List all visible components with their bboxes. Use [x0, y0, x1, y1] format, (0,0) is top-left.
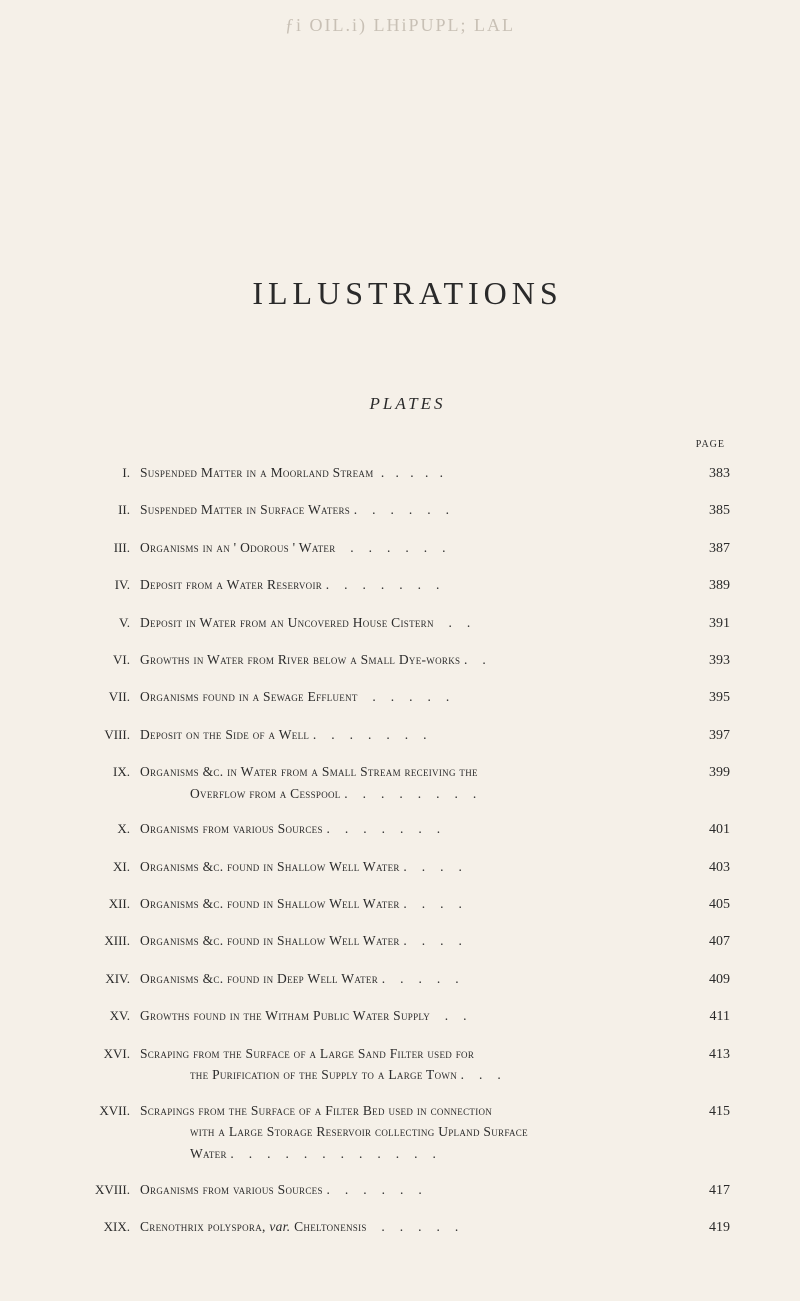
roman-numeral: XVII.: [85, 1101, 140, 1122]
list-item: VI. Growths in Water from River below a …: [85, 649, 730, 672]
roman-numeral: XVIII.: [85, 1180, 140, 1201]
roman-numeral: X.: [85, 819, 140, 840]
roman-numeral: III.: [85, 538, 140, 559]
subtitle: PLATES: [85, 394, 730, 414]
page-number: 389: [682, 575, 730, 597]
list-item: XVII. Scrapings from the Surface of a Fi…: [85, 1100, 730, 1165]
list-item: I. Suspended Matter in a Moorland Stream…: [85, 462, 730, 485]
roman-numeral: IX.: [85, 762, 140, 783]
entry-description: Suspended Matter in Surface Waters . . .…: [140, 499, 682, 521]
roman-numeral: V.: [85, 613, 140, 634]
list-item: XIII. Organisms &c. found in Shallow Wel…: [85, 930, 730, 953]
entry-description: Growths found in the Witham Public Water…: [140, 1005, 682, 1027]
entry-description: Organisms &c. found in Shallow Well Wate…: [140, 893, 682, 915]
roman-numeral: VI.: [85, 650, 140, 671]
list-item: XII. Organisms &c. found in Shallow Well…: [85, 893, 730, 916]
page-number: 411: [682, 1006, 730, 1028]
page-number: 391: [682, 613, 730, 635]
list-item: XI. Organisms &c. found in Shallow Well …: [85, 856, 730, 879]
page-number: 415: [682, 1101, 730, 1123]
list-item: II. Suspended Matter in Surface Waters .…: [85, 499, 730, 522]
roman-numeral: IV.: [85, 575, 140, 596]
entry-description: Organisms &c. found in Deep Well Water .…: [140, 968, 682, 990]
page-number: 403: [682, 857, 730, 879]
roman-numeral: XVI.: [85, 1044, 140, 1065]
list-item: XIX. Crenothrix polyspora, var. Cheltone…: [85, 1216, 730, 1239]
roman-numeral: I.: [85, 463, 140, 484]
page-number: 401: [682, 819, 730, 841]
page-number: 387: [682, 538, 730, 560]
entry-description: Growths in Water from River below a Smal…: [140, 649, 682, 671]
list-item: XIV. Organisms &c. found in Deep Well Wa…: [85, 968, 730, 991]
entry-description: Scraping from the Surface of a Large San…: [140, 1043, 682, 1086]
page-number: 385: [682, 500, 730, 522]
list-item: XVIII. Organisms from various Sources . …: [85, 1179, 730, 1202]
page-number: 419: [682, 1217, 730, 1239]
roman-numeral: II.: [85, 500, 140, 521]
entry-description: Organisms from various Sources . . . . .…: [140, 818, 682, 840]
content-area: ILLUSTRATIONS PLATES PAGE I. Suspended M…: [0, 0, 800, 1239]
roman-numeral: VIII.: [85, 725, 140, 746]
page-column-header: PAGE: [85, 439, 730, 450]
entry-description: Crenothrix polyspora, var. Cheltonensis …: [140, 1216, 682, 1238]
page-number: 409: [682, 969, 730, 991]
list-item: VIII. Deposit on the Side of a Well . . …: [85, 724, 730, 747]
entry-description: Scrapings from the Surface of a Filter B…: [140, 1100, 682, 1165]
page-number: 395: [682, 687, 730, 709]
page-number: 413: [682, 1044, 730, 1066]
entry-description: Organisms &c. found in Shallow Well Wate…: [140, 856, 682, 878]
page-number: 383: [682, 463, 730, 485]
page-number: 397: [682, 725, 730, 747]
list-item: XVI. Scraping from the Surface of a Larg…: [85, 1043, 730, 1086]
roman-numeral: XV.: [85, 1006, 140, 1027]
entry-description: Deposit on the Side of a Well . . . . . …: [140, 724, 682, 746]
page-number: 405: [682, 894, 730, 916]
roman-numeral: VII.: [85, 687, 140, 708]
roman-numeral: XIII.: [85, 931, 140, 952]
page-number: 417: [682, 1180, 730, 1202]
list-item: III. Organisms in an ' Odorous ' Water .…: [85, 537, 730, 560]
list-item: XV. Growths found in the Witham Public W…: [85, 1005, 730, 1028]
list-item: VII. Organisms found in a Sewage Effluen…: [85, 686, 730, 709]
page-number: 393: [682, 650, 730, 672]
entry-description: Organisms from various Sources . . . . .…: [140, 1179, 682, 1201]
entry-description: Suspended Matter in a Moorland Stream . …: [140, 462, 682, 484]
entry-description: Deposit from a Water Reservoir . . . . .…: [140, 574, 682, 596]
roman-numeral: XIX.: [85, 1217, 140, 1238]
list-item: IX. Organisms &c. in Water from a Small …: [85, 761, 730, 804]
roman-numeral: XI.: [85, 857, 140, 878]
page-number: 399: [682, 762, 730, 784]
entry-description: Organisms found in a Sewage Effluent . .…: [140, 686, 682, 708]
entry-description: Deposit in Water from an Uncovered House…: [140, 612, 682, 634]
roman-numeral: XII.: [85, 894, 140, 915]
entry-description: Organisms &c. found in Shallow Well Wate…: [140, 930, 682, 952]
entry-description: Organisms in an ' Odorous ' Water . . . …: [140, 537, 682, 559]
page-title: ILLUSTRATIONS: [85, 275, 730, 312]
roman-numeral: XIV.: [85, 969, 140, 990]
list-item: X. Organisms from various Sources . . . …: [85, 818, 730, 841]
entry-description: Organisms &c. in Water from a Small Stre…: [140, 761, 682, 804]
list-item: IV. Deposit from a Water Reservoir . . .…: [85, 574, 730, 597]
page-number: 407: [682, 931, 730, 953]
faded-header-text: ƒi OIL.i) LHiPUPL; LAL: [0, 15, 800, 36]
list-item: V. Deposit in Water from an Uncovered Ho…: [85, 612, 730, 635]
